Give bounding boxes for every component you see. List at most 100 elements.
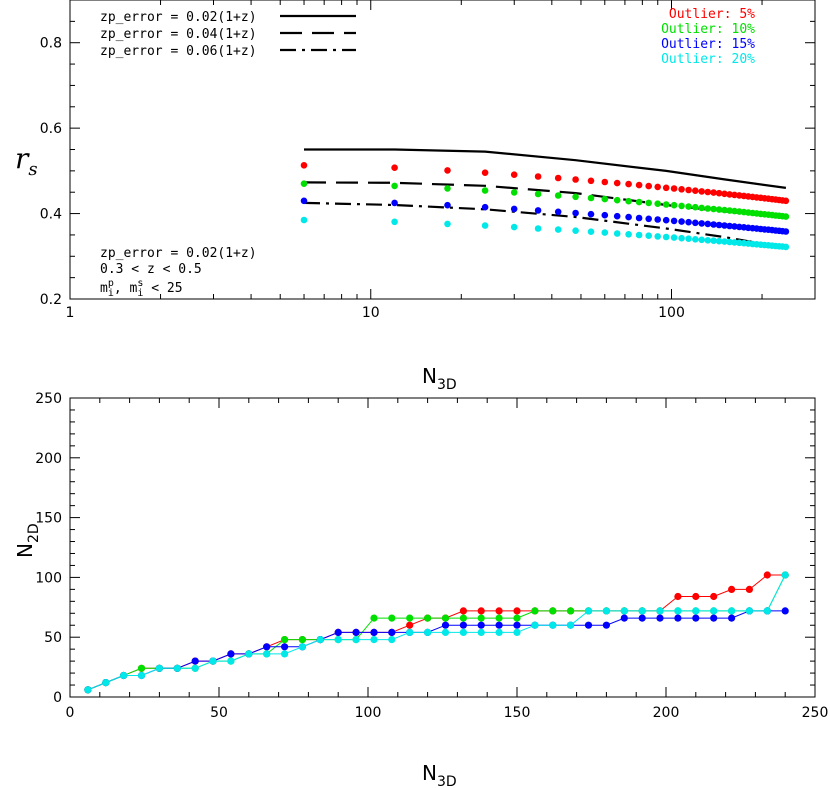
top-data-point	[625, 231, 632, 238]
bottom-data-point	[334, 628, 342, 637]
bottom-data-point	[513, 607, 521, 615]
top-data-point	[625, 197, 632, 205]
top-data-point	[678, 218, 685, 225]
outlier-legend-label: Outlier: 20%	[661, 52, 755, 67]
bottom-data-point	[584, 621, 593, 629]
bottom-data-point	[656, 614, 664, 622]
top-data-point	[635, 231, 643, 239]
bottom-data-point	[477, 607, 485, 615]
top-data-point	[391, 182, 398, 190]
top-data-point	[554, 174, 562, 182]
bottom-data-point	[155, 664, 163, 672]
top-data-point	[481, 203, 489, 211]
bottom-data-point	[388, 628, 396, 637]
bottom-data-point	[549, 607, 557, 615]
top-x-axis-label: N3D	[422, 364, 457, 393]
bottom-y-tick-label: 50	[44, 630, 62, 646]
bottom-data-point	[245, 650, 253, 658]
top-data-point	[300, 197, 308, 205]
bottom-data-point	[513, 614, 521, 622]
bottom-data-point	[352, 628, 360, 637]
bottom-data-point	[441, 614, 450, 622]
bottom-data-point	[781, 571, 789, 579]
top-data-point	[710, 221, 717, 228]
bottom-data-point	[281, 636, 289, 644]
top-data-point	[704, 237, 712, 244]
bottom-data-point	[477, 621, 485, 629]
top-data-point	[554, 226, 562, 233]
top-data-point	[715, 189, 723, 197]
top-data-point	[726, 222, 733, 230]
bottom-data-point	[674, 592, 682, 601]
top-data-point	[444, 201, 451, 209]
bottom-data-point	[137, 671, 146, 680]
outlier-legend-label: Outlier: 15%	[661, 37, 755, 52]
bottom-data-point	[692, 607, 700, 615]
annotation-redshift-range: 0.3 < z < 0.5	[100, 262, 202, 277]
bottom-data-point	[638, 614, 646, 622]
top-y-tick-label: 0.2	[40, 292, 62, 308]
outlier-legend-label: Outlier: 10%	[661, 22, 755, 37]
bottom-data-point	[710, 592, 718, 601]
top-data-point	[587, 210, 595, 218]
top-dashed-line	[303, 181, 787, 219]
top-data-point	[726, 238, 733, 246]
bottom-y-tick-label: 250	[35, 391, 62, 407]
bottom-series-line	[87, 610, 786, 691]
bottom-data-point	[495, 614, 503, 622]
top-data-point	[721, 190, 728, 198]
bottom-data-point	[406, 621, 414, 629]
annotation-magnitude-cut: mp i, ms i < 25	[100, 278, 183, 299]
bottom-data-point	[227, 657, 235, 665]
top-data-point	[572, 176, 579, 183]
top-data-point	[704, 188, 712, 196]
bottom-data-point	[692, 614, 700, 622]
top-data-point	[613, 212, 621, 220]
top-data-point	[625, 213, 632, 221]
bottom-data-point	[513, 628, 521, 637]
bottom-data-point	[191, 664, 199, 672]
top-data-point	[601, 195, 609, 203]
top-data-point	[601, 211, 609, 219]
top-data-point	[670, 201, 678, 209]
bottom-data-point	[352, 636, 360, 644]
top-data-point	[481, 187, 489, 194]
bottom-data-point	[567, 621, 575, 629]
top-data-point	[587, 228, 595, 235]
top-data-point	[685, 186, 692, 194]
top-data-point	[587, 194, 595, 202]
top-data-point	[704, 220, 712, 228]
bottom-x-tick-label: 250	[802, 705, 829, 721]
top-data-point	[715, 237, 723, 245]
top-data-point	[510, 171, 518, 178]
bottom-data-point	[495, 607, 503, 615]
bottom-data-point	[263, 643, 271, 651]
top-data-point	[698, 220, 705, 227]
top-solid-line	[304, 148, 787, 189]
bottom-data-point	[763, 607, 771, 615]
top-y-tick-label: 0.4	[40, 207, 62, 223]
bottom-data-point	[763, 571, 771, 579]
top-data-point	[715, 221, 723, 229]
bottom-x-tick-label: 150	[504, 705, 531, 721]
bottom-data-point	[102, 679, 110, 687]
top-data-point	[510, 189, 518, 196]
top-data-point	[534, 207, 542, 214]
bottom-data-point	[692, 592, 700, 601]
bottom-data-point	[620, 607, 628, 615]
top-x-tick-label: 100	[658, 305, 685, 321]
top-data-point	[645, 182, 652, 190]
bottom-x-tick-label: 50	[210, 705, 228, 721]
top-data-point	[481, 222, 489, 229]
bottom-y-axis-label: N2D	[13, 523, 42, 558]
top-data-point	[601, 229, 609, 236]
top-data-point	[554, 192, 562, 199]
top-data-point	[692, 203, 699, 211]
bottom-data-point	[728, 585, 736, 594]
top-data-point	[704, 205, 712, 212]
bottom-data-point	[495, 628, 503, 637]
bottom-data-point	[316, 636, 324, 644]
top-data-point	[782, 243, 790, 251]
top-data-point	[444, 167, 451, 174]
bottom-x-tick-label: 100	[355, 705, 382, 721]
